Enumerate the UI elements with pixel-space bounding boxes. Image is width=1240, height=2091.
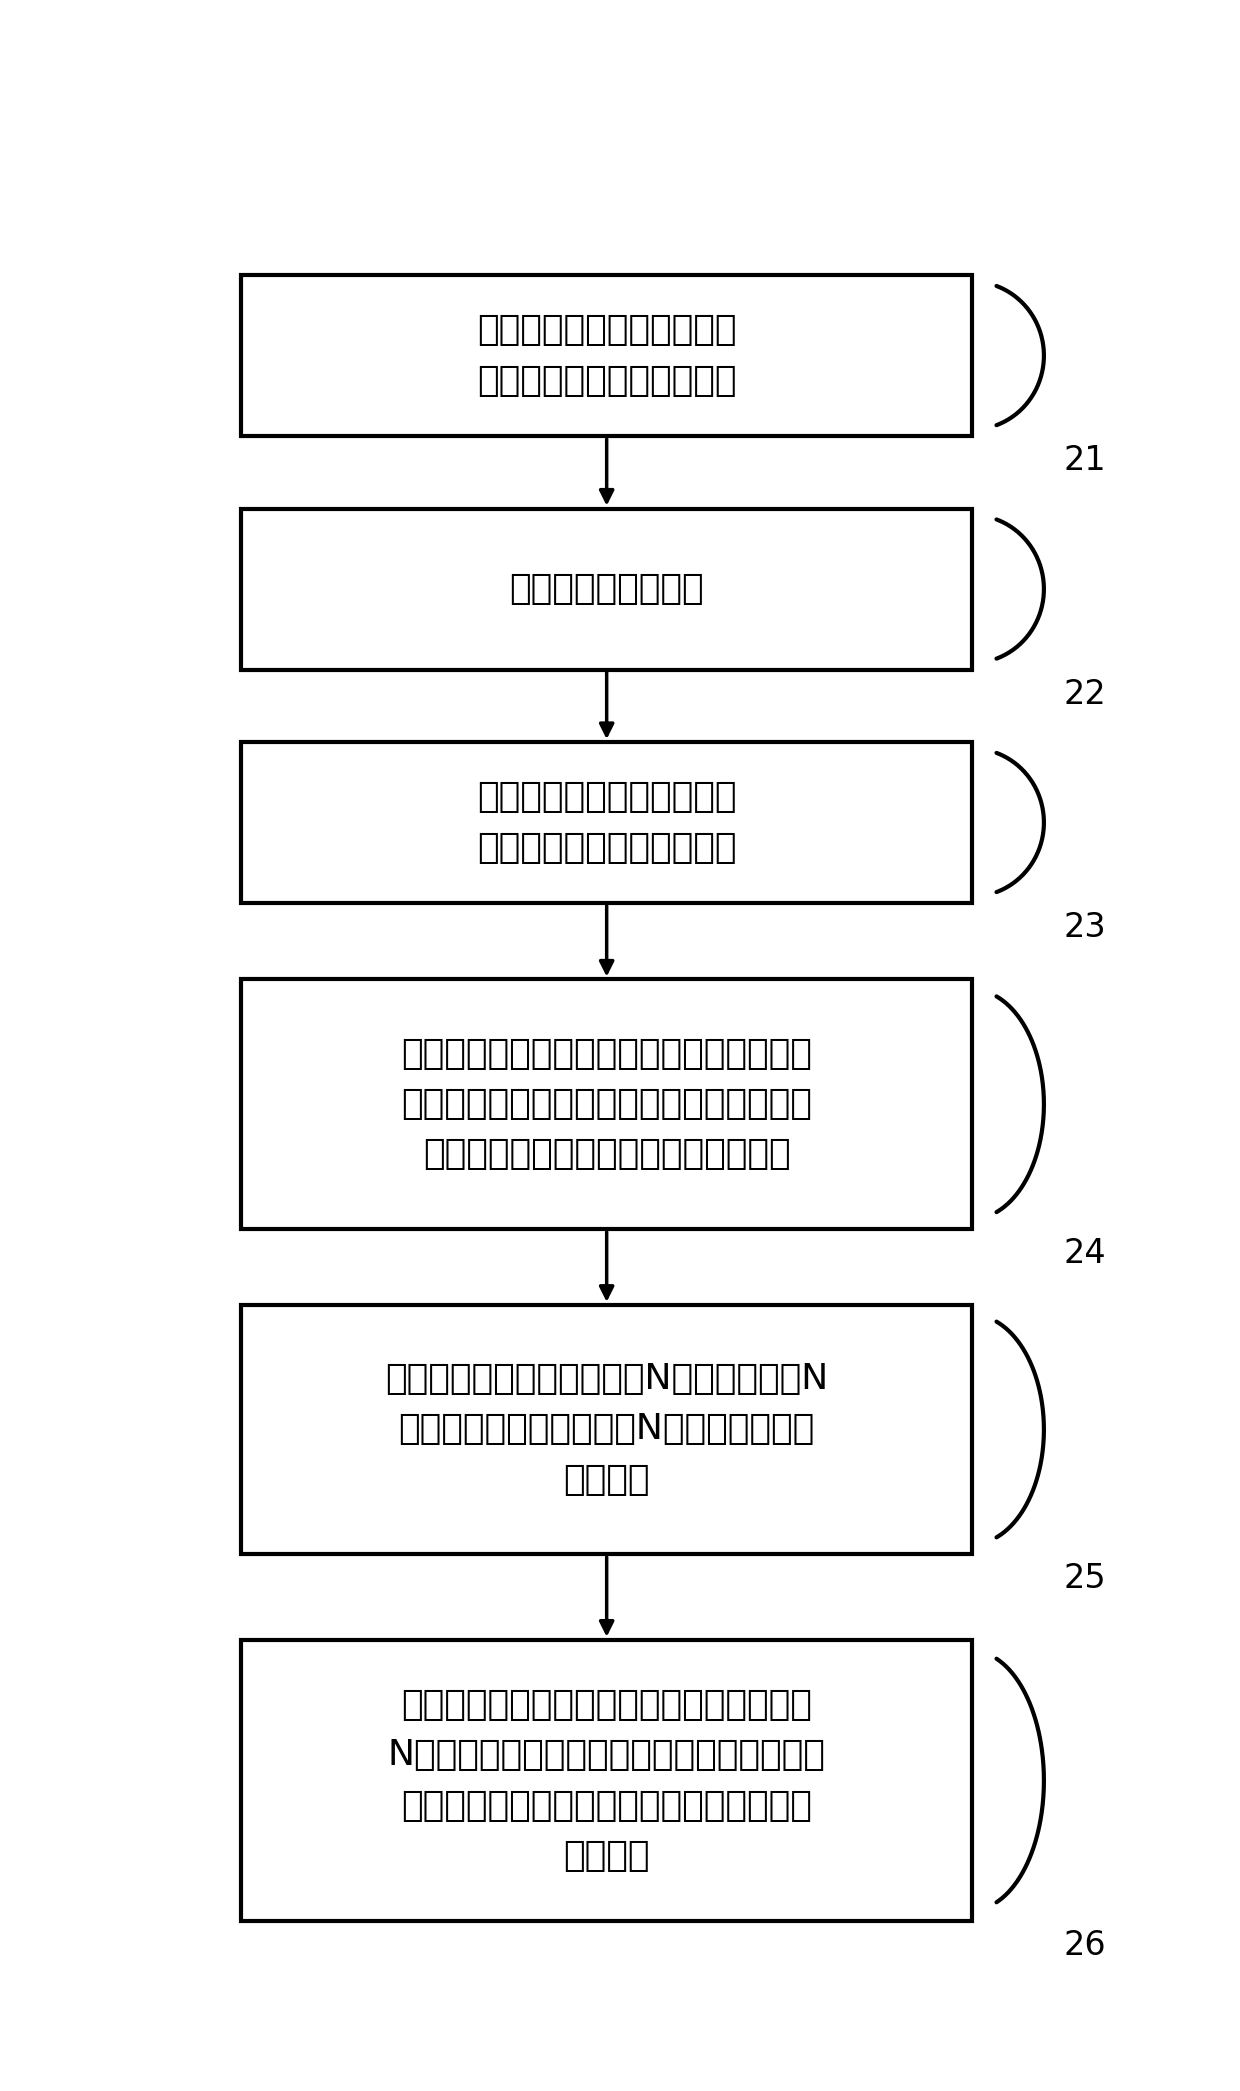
Text: 对上述第二电极片依次执行N次粘贴胶带和N
次剥离胶带的动作，得到N个目标活性层物
质的质量: 对上述第二电极片依次执行N次粘贴胶带和N 次剥离胶带的动作，得到N个目标活性层物… bbox=[386, 1363, 828, 1497]
FancyBboxPatch shape bbox=[242, 979, 972, 1230]
Text: 基于上述第一目标活性层物质的质量和上述
N个目标活性层物质的质量之间的质量变化，
确定粘结剂在上述待测电极片中纵向深度的
分布状态: 基于上述第一目标活性层物质的质量和上述 N个目标活性层物质的质量之间的质量变化，… bbox=[388, 1687, 826, 1874]
Text: 在待测电极片的活性层一面
粘贴胶带，得到第一电极片: 在待测电极片的活性层一面 粘贴胶带，得到第一电极片 bbox=[477, 314, 737, 397]
FancyBboxPatch shape bbox=[242, 1639, 972, 1922]
Text: 23: 23 bbox=[1063, 912, 1106, 943]
Text: 25: 25 bbox=[1063, 1562, 1106, 1595]
Text: 将上述胶带从上述第一电极
片上剥离，得到第二电极片: 将上述胶带从上述第一电极 片上剥离，得到第二电极片 bbox=[477, 780, 737, 864]
FancyBboxPatch shape bbox=[242, 508, 972, 669]
Text: 固定上述第一电极片: 固定上述第一电极片 bbox=[510, 573, 704, 606]
FancyBboxPatch shape bbox=[242, 742, 972, 903]
Text: 26: 26 bbox=[1063, 1930, 1106, 1963]
Text: 24: 24 bbox=[1063, 1238, 1106, 1269]
Text: 22: 22 bbox=[1063, 677, 1106, 711]
FancyBboxPatch shape bbox=[242, 1305, 972, 1554]
Text: 21: 21 bbox=[1063, 443, 1106, 477]
Text: 基于原始活性层物质的质量和第一目标活性
层物质的质量，确定上述待测电极片的活性
层中各颗粒物质在纵向深度的粘结性能: 基于原始活性层物质的质量和第一目标活性 层物质的质量，确定上述待测电极片的活性 … bbox=[402, 1037, 812, 1171]
FancyBboxPatch shape bbox=[242, 276, 972, 437]
